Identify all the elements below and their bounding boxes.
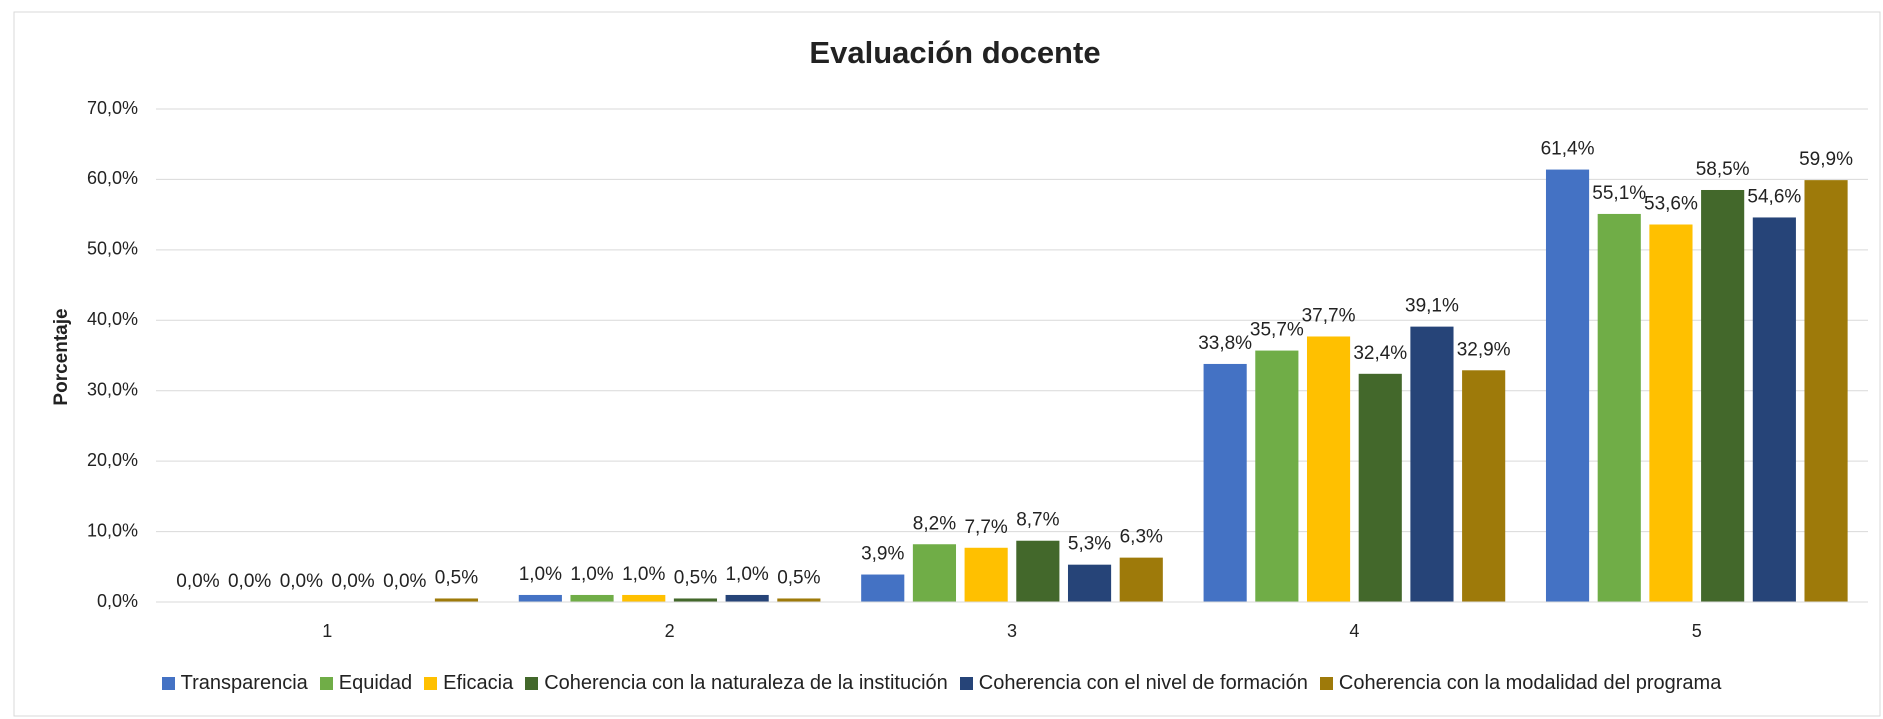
bar (1545, 169, 1590, 602)
data-label: 54,6% (1747, 186, 1801, 207)
bar (1462, 370, 1506, 602)
y-tick-label: 50,0% (87, 239, 138, 259)
legend: Transparencia Equidad Eficacia Coherencia c… (0, 672, 1883, 695)
legend-label: Coherencia con el nivel de formación (978, 672, 1308, 694)
legend-label: Equidad (338, 672, 413, 694)
x-tick-label: 1 (322, 621, 332, 641)
bar (1016, 540, 1060, 602)
bar (1203, 363, 1247, 602)
legend-item: Coherencia con la modalidad del programa (1319, 672, 1722, 695)
data-label: 53,6% (1644, 194, 1698, 215)
legend-item: Eficacia (424, 672, 513, 695)
legend-swatch (525, 677, 539, 690)
data-label: 59,9% (1799, 149, 1853, 170)
bar (622, 594, 666, 602)
data-label: 0,5% (777, 567, 820, 588)
data-label: 32,4% (1353, 343, 1407, 364)
x-tick-label: 4 (1349, 621, 1359, 641)
data-label: 0,5% (435, 567, 478, 588)
data-label: 35,7% (1250, 320, 1304, 341)
data-label: 8,7% (1016, 510, 1059, 531)
data-label: 55,1% (1592, 183, 1646, 204)
legend-swatch (1319, 677, 1333, 690)
bar (1804, 180, 1848, 602)
legend-item: Coherencia con la naturaleza de la insti… (525, 672, 948, 695)
bar (1119, 557, 1163, 602)
data-label: 5,3% (1068, 534, 1111, 555)
chart-title: Evaluación docente (809, 35, 1100, 70)
bar (725, 594, 769, 602)
data-label: 1,0% (570, 564, 613, 585)
x-tick-label: 3 (1007, 621, 1017, 641)
legend-label: Transparencia (180, 672, 308, 694)
bar (1255, 350, 1299, 602)
data-label: 0,0% (280, 571, 323, 592)
bar (673, 598, 718, 602)
legend-swatch (161, 677, 175, 690)
legend-label: Eficacia (443, 672, 514, 694)
data-label: 0,0% (331, 571, 374, 592)
bar (1067, 564, 1112, 602)
legend-item: Coherencia con el nivel de formación (959, 672, 1308, 695)
bar (1306, 336, 1351, 602)
y-tick-label: 40,0% (87, 309, 138, 329)
legend-item: Equidad (319, 672, 413, 695)
bar (1410, 326, 1454, 602)
data-label: 7,7% (964, 517, 1007, 538)
y-tick-label: 10,0% (87, 520, 138, 540)
bar (1597, 213, 1641, 602)
legend-swatch (424, 677, 438, 690)
data-label: 39,1% (1405, 296, 1459, 317)
legend-item: Transparencia (161, 672, 308, 695)
data-label: 33,8% (1198, 333, 1252, 354)
bar (434, 598, 479, 602)
data-label: 0,0% (176, 571, 219, 592)
bar (861, 574, 905, 602)
legend-swatch (319, 677, 333, 690)
legend-label: Coherencia con la modalidad del programa (1338, 672, 1722, 694)
bar (518, 594, 562, 602)
data-label: 6,3% (1120, 527, 1163, 548)
data-label: 58,5% (1696, 159, 1750, 180)
data-label: 3,9% (861, 544, 904, 565)
y-axis-title: Porcentaje (51, 308, 72, 405)
bar (1752, 217, 1796, 602)
bar (964, 547, 1008, 602)
bar (1358, 373, 1402, 602)
legend-label: Coherencia con la naturaleza de la insti… (544, 672, 948, 694)
y-tick-label: 20,0% (87, 450, 138, 470)
y-tick-label: 60,0% (87, 168, 138, 188)
bar (912, 544, 957, 602)
bar (777, 598, 821, 602)
bar (570, 594, 614, 602)
data-label: 0,5% (674, 567, 717, 588)
data-label: 61,4% (1541, 139, 1595, 160)
y-tick-label: 0,0% (97, 591, 138, 611)
data-label: 0,0% (228, 571, 271, 592)
data-label: 1,0% (622, 564, 665, 585)
data-label: 8,2% (913, 513, 956, 534)
y-tick-label: 70,0% (87, 98, 138, 118)
data-label: 32,9% (1457, 339, 1511, 360)
data-label: 37,7% (1302, 305, 1356, 326)
bar (1701, 189, 1745, 602)
data-label: 1,0% (725, 564, 768, 585)
legend-swatch (959, 677, 973, 690)
x-tick-label: 2 (665, 621, 675, 641)
bar (1649, 224, 1693, 602)
y-tick-label: 30,0% (87, 379, 138, 399)
x-tick-label: 5 (1692, 621, 1702, 641)
data-label: 1,0% (519, 564, 562, 585)
data-label: 0,0% (383, 571, 426, 592)
